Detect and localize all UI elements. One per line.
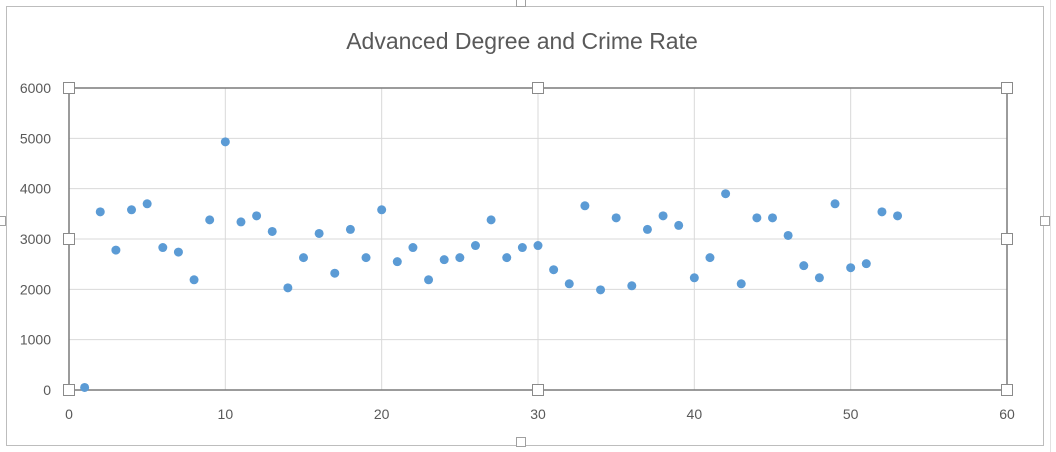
data-point (111, 245, 121, 255)
data-point (95, 207, 105, 217)
x-tick-label: 50 (843, 406, 859, 422)
x-tick-label: 40 (687, 406, 703, 422)
data-point (408, 243, 418, 253)
data-point (689, 273, 699, 283)
x-tick-label: 60 (999, 406, 1015, 422)
data-point (252, 211, 262, 221)
data-point (861, 259, 871, 269)
data-point (736, 279, 746, 289)
data-point (173, 247, 183, 257)
plot-area-handle-top-left[interactable] (63, 82, 75, 94)
data-point (330, 268, 340, 278)
data-point (814, 273, 824, 283)
data-point (158, 243, 168, 253)
data-point (674, 220, 684, 230)
data-point (580, 201, 590, 211)
chart-resize-handle-left[interactable] (0, 216, 6, 226)
data-point (658, 211, 668, 221)
data-point (361, 253, 371, 263)
data-point (205, 215, 215, 225)
chart-resize-handle-bottom[interactable] (516, 437, 526, 447)
data-point (705, 253, 715, 263)
data-point (517, 243, 527, 253)
data-point (752, 213, 762, 223)
data-point (142, 199, 152, 209)
data-point (189, 275, 199, 285)
data-point (314, 228, 324, 238)
data-point (799, 261, 809, 271)
data-point (470, 241, 480, 251)
data-point (846, 263, 856, 273)
data-point (549, 265, 559, 275)
plot-area-handle-right[interactable] (1001, 233, 1013, 245)
data-point (877, 207, 887, 217)
data-point (377, 205, 387, 215)
data-point (424, 275, 434, 285)
data-point (283, 283, 293, 293)
x-tick-label: 30 (530, 406, 546, 422)
plot-area-handle-bottom-right[interactable] (1001, 384, 1013, 396)
data-point (345, 224, 355, 234)
data-point (768, 213, 777, 223)
x-tick-label: 20 (374, 406, 390, 422)
data-point (627, 281, 637, 291)
data-point (533, 241, 543, 251)
data-point (80, 382, 90, 392)
data-point (299, 253, 308, 263)
y-tick-label: 2000 (20, 281, 51, 297)
cell-gridline (1050, 0, 1051, 452)
x-tick-label: 0 (65, 406, 73, 422)
data-point (455, 253, 465, 263)
data-point (596, 285, 606, 295)
plot-area-handle-bottom[interactable] (532, 384, 544, 396)
y-tick-label: 6000 (20, 80, 51, 96)
chart-object[interactable] (6, 6, 1044, 446)
chart-resize-handle-right[interactable] (1040, 216, 1050, 226)
y-tick-label: 5000 (20, 130, 51, 146)
data-point (783, 230, 793, 240)
data-point (564, 279, 574, 289)
y-tick-label: 4000 (20, 181, 51, 197)
data-point (611, 213, 621, 223)
y-tick-label: 0 (43, 382, 51, 398)
plot-area-handle-top[interactable] (532, 82, 544, 94)
data-point (439, 255, 449, 265)
data-point (236, 217, 246, 227)
data-point (127, 205, 137, 215)
y-tick-label: 1000 (20, 332, 51, 348)
data-point (502, 253, 512, 263)
chart-title: Advanced Degree and Crime Rate (346, 28, 698, 54)
data-point (392, 257, 402, 267)
x-tick-label: 10 (218, 406, 234, 422)
plot-area-handle-top-right[interactable] (1001, 82, 1013, 94)
data-point (220, 137, 230, 147)
data-point (267, 226, 277, 236)
plot-area-handle-left[interactable] (63, 233, 75, 245)
data-point (830, 199, 840, 209)
y-tick-label: 3000 (20, 231, 51, 247)
data-point (486, 215, 496, 225)
data-point (642, 224, 652, 234)
data-point (893, 211, 903, 221)
data-point (721, 189, 731, 199)
plot-area-handle-bottom-left[interactable] (63, 384, 75, 396)
chart-resize-handle-top[interactable] (516, 0, 526, 7)
